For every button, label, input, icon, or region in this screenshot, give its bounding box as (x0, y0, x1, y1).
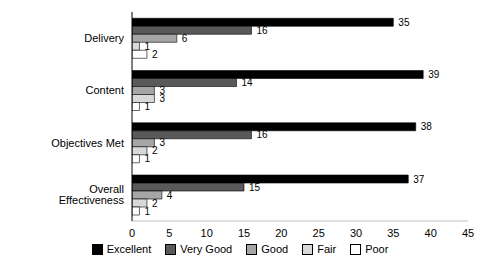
svg-text:16: 16 (256, 25, 268, 36)
svg-text:Objectives Met: Objectives Met (51, 137, 124, 149)
svg-text:1: 1 (144, 153, 150, 164)
svg-text:6: 6 (182, 33, 188, 44)
svg-text:4: 4 (167, 190, 173, 201)
html-text:Poor: Poor (365, 243, 389, 255)
svg-text:20: 20 (275, 227, 287, 239)
svg-text:1: 1 (144, 206, 150, 217)
svg-text:3: 3 (159, 85, 165, 97)
html-text:Very Good: Very Good (180, 243, 233, 255)
svg-text:3: 3 (159, 137, 165, 148)
svg-text:15: 15 (249, 182, 261, 193)
svg-text:37: 37 (413, 174, 425, 185)
svg-text:10: 10 (201, 227, 213, 239)
html-text:Excellent: Excellent (106, 243, 152, 255)
svg-text:Content: Content (85, 84, 124, 96)
svg-text:1: 1 (144, 41, 150, 52)
svg-text:3: 3 (159, 93, 165, 104)
svg-text:16: 16 (256, 129, 268, 140)
svg-text:1: 1 (144, 101, 150, 112)
svg-text:39: 39 (428, 69, 440, 80)
svg-text:15: 15 (238, 227, 250, 239)
svg-text:45: 45 (462, 227, 474, 239)
svg-text:0: 0 (129, 227, 135, 239)
svg-text:35: 35 (398, 17, 410, 28)
svg-text:Delivery: Delivery (84, 32, 124, 44)
svg-text:2: 2 (152, 49, 158, 60)
svg-text:14: 14 (242, 77, 254, 88)
svg-text:30: 30 (350, 227, 362, 239)
svg-text:25: 25 (313, 227, 325, 239)
svg-text:5: 5 (166, 227, 172, 239)
svg-text:40: 40 (425, 227, 437, 239)
svg-text:2: 2 (152, 198, 158, 209)
svg-text:OverallEffectiveness: OverallEffectiveness (59, 183, 125, 206)
svg-text:35: 35 (387, 227, 399, 239)
html-text:Good: Good (261, 243, 289, 255)
svg-text:2: 2 (152, 145, 158, 156)
svg-text:38: 38 (421, 121, 433, 132)
html-text:Fair: Fair (317, 243, 337, 255)
